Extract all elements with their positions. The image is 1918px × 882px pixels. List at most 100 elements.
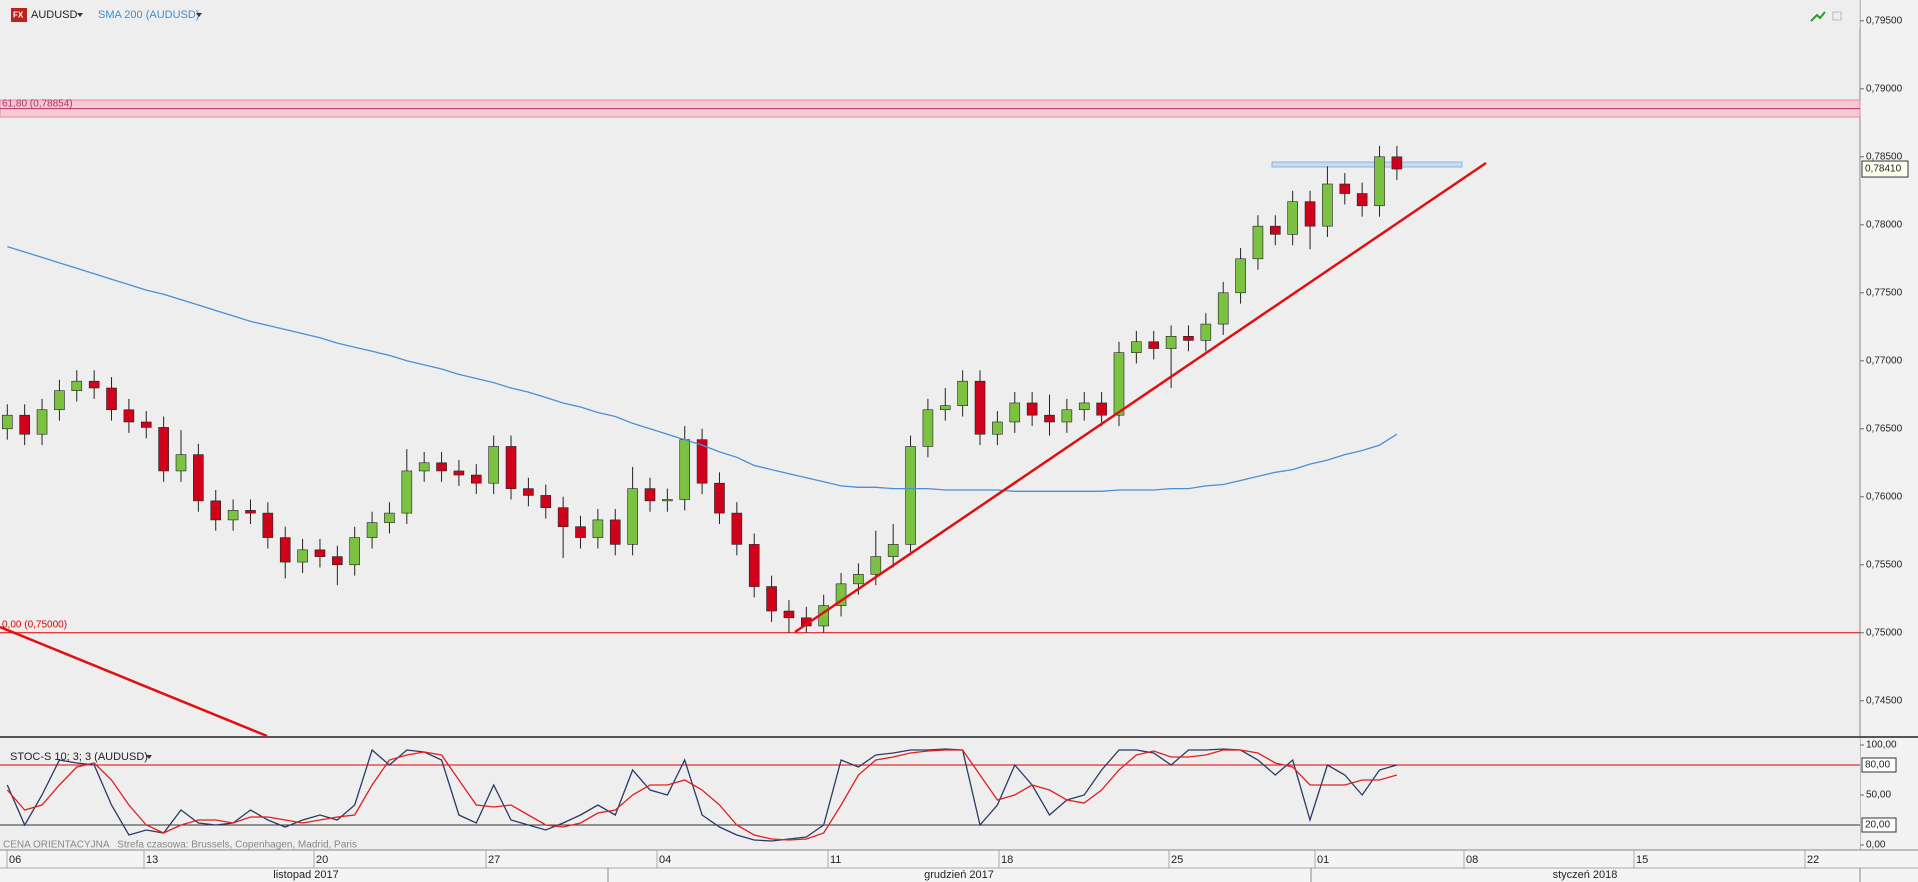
- candle-body: [696, 439, 708, 484]
- candle-body: [1200, 323, 1212, 341]
- candle-body: [505, 446, 517, 489]
- candle-body: [922, 409, 934, 447]
- toolbar: [0, 0, 1860, 28]
- candle-body: [835, 583, 847, 606]
- fx-icon[interactable]: [11, 8, 27, 22]
- y-tick-label: 0,75500: [1866, 559, 1903, 570]
- footer-note: CENA ORIENTACYJNA Strefa czasowa: Brusse…: [3, 840, 357, 851]
- x-tick-label: 27: [488, 854, 500, 866]
- candle-body: [245, 510, 256, 514]
- y-tick-label: 0,00: [1866, 840, 1886, 851]
- candle-body: [1078, 402, 1090, 411]
- plot-layer: 61,80 (0,78854) 0,00 (0,75000): [0, 98, 1860, 842]
- trendline[interactable]: [0, 625, 268, 738]
- x-tick-label: 06: [9, 854, 21, 866]
- candle-body: [957, 380, 968, 406]
- fx-icon-label: FX: [13, 11, 24, 20]
- level-tag-label: 80,00: [1865, 760, 1890, 771]
- candle-body: [470, 474, 482, 484]
- x-tick-label: 25: [1171, 854, 1183, 866]
- candle-body: [436, 462, 447, 472]
- candle-body: [592, 519, 604, 538]
- candle-body: [974, 380, 986, 435]
- candle-body: [557, 507, 569, 528]
- month-label: listopad 2017: [273, 869, 338, 881]
- dropdown-arrow[interactable]: [196, 13, 202, 17]
- candle-body: [210, 500, 222, 521]
- date-labels: 06 13 20 27 04 11 18 25 01 08 15 22: [9, 854, 1819, 866]
- candle-body: [158, 427, 169, 472]
- dropdown-arrow[interactable]: [77, 13, 83, 17]
- window-icon[interactable]: [1832, 11, 1842, 21]
- y-tick-label: 0,76500: [1866, 423, 1903, 434]
- x-tick-label: 15: [1636, 854, 1648, 866]
- y-tick-label: 0,77000: [1866, 355, 1903, 366]
- candle-body: [54, 390, 65, 411]
- candle-body: [262, 512, 274, 538]
- y-tick-label: 0,74500: [1866, 695, 1903, 706]
- y-tick-label: 0,79000: [1866, 83, 1903, 94]
- level-tag: [1861, 757, 1897, 773]
- candle-body: [1183, 336, 1194, 341]
- y-tick-label: 0,78500: [1866, 151, 1903, 162]
- candle-body: [297, 549, 308, 563]
- candle-body: [1252, 225, 1264, 260]
- symbol[interactable]: AUDUSD: [31, 9, 78, 21]
- x-tick-label: 11: [830, 854, 841, 866]
- candle-body: [123, 409, 135, 423]
- candle-body: [19, 414, 30, 435]
- candle-body: [1374, 156, 1385, 207]
- level-tag: [1861, 817, 1897, 833]
- candle-body: [1287, 201, 1298, 235]
- candle-body: [853, 574, 864, 585]
- candle-body: [36, 409, 48, 435]
- y-tick-label: 0,77500: [1866, 287, 1903, 298]
- candle-body: [1339, 183, 1351, 194]
- candle-body: [748, 544, 760, 587]
- candle-body: [1391, 156, 1403, 170]
- y-tick-label: 0,75000: [1866, 627, 1903, 638]
- candle-body: [332, 556, 343, 566]
- candle-body: [1217, 292, 1229, 325]
- candle-body: [870, 556, 882, 575]
- y-tick-label: 0,76000: [1866, 491, 1903, 502]
- candle-body: [71, 380, 83, 392]
- x-tick-label: 20: [316, 854, 328, 866]
- resistance-zone[interactable]: [1271, 161, 1463, 168]
- date-axis: [0, 850, 1918, 882]
- y-tick-label: 50,00: [1866, 790, 1891, 801]
- candle-body: [314, 549, 326, 557]
- series-line: [7, 245, 1398, 492]
- candle-body: [679, 439, 691, 500]
- candle-body: [1148, 341, 1160, 349]
- candle-body: [540, 495, 552, 508]
- candle-body: [731, 512, 743, 545]
- y-tick-label: 100,00: [1866, 740, 1897, 751]
- last-price-label: 0,78410: [1865, 164, 1902, 175]
- candle-body: [783, 610, 795, 619]
- candle-body: [1235, 258, 1246, 294]
- candle-body: [106, 387, 117, 411]
- candle-body: [175, 454, 187, 472]
- x-tick-label: 22: [1807, 854, 1819, 866]
- x-tick-label: 13: [146, 854, 158, 866]
- candle-body: [1113, 352, 1125, 416]
- candle-body: [453, 470, 465, 476]
- level-label: 61,80 (0,78854): [2, 98, 73, 109]
- candle-body: [662, 499, 673, 502]
- indicator-title[interactable]: STOC-S 10; 3; 3 (AUDUSD): [10, 751, 148, 763]
- dropdown-arrow[interactable]: [146, 755, 152, 759]
- candle-body: [401, 470, 413, 514]
- candle-body: [1304, 201, 1316, 227]
- candle-body: [609, 519, 621, 545]
- candle-body: [992, 421, 1003, 435]
- trend-icon[interactable]: [1810, 11, 1826, 22]
- last-price-tag: [1861, 160, 1909, 178]
- candle-body: [575, 526, 586, 538]
- indicator-name[interactable]: SMA 200 (AUDUSD): [98, 9, 199, 21]
- x-tick-label: 18: [1001, 854, 1013, 866]
- candle-body: [88, 380, 100, 389]
- candle-body: [766, 586, 777, 612]
- trendline[interactable]: [794, 161, 1487, 634]
